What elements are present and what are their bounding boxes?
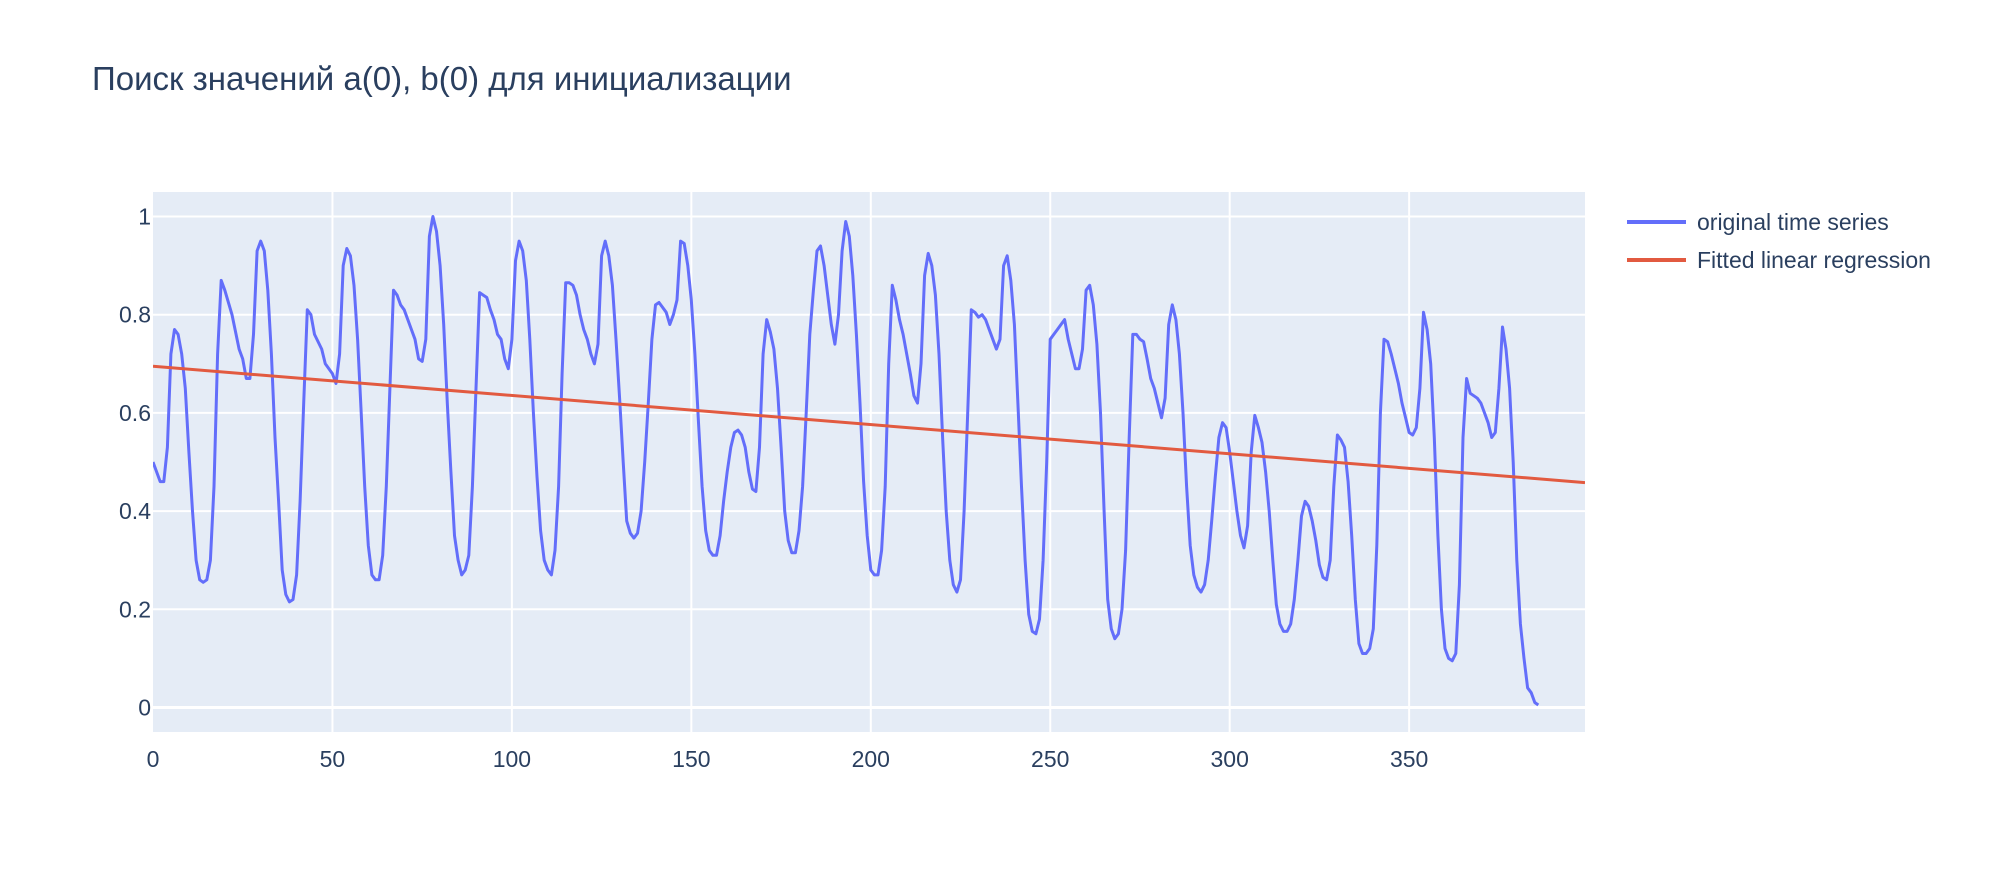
x-tick-label: 150 [672, 746, 710, 772]
y-tick-label: 0.6 [119, 400, 151, 426]
series-line-0 [153, 215, 1540, 707]
legend-label: original time series [1697, 209, 1889, 235]
legend-item-0[interactable]: original time series [1627, 209, 1889, 235]
x-tick-label: 100 [493, 746, 531, 772]
legend-label: Fitted linear regression [1697, 247, 1931, 273]
y-tick-label: 0 [138, 694, 151, 720]
x-tick-label: 200 [852, 746, 890, 772]
x-tick-label: 350 [1390, 746, 1428, 772]
plot-area [153, 192, 1585, 732]
x-tick-label: 50 [320, 746, 346, 772]
x-tick-label: 300 [1211, 746, 1249, 772]
x-tick-label: 250 [1031, 746, 1069, 772]
series-layer [153, 215, 1585, 707]
series-line-1 [153, 364, 1585, 485]
x-axis-ticks: 0 50 100 150 200 250 300 350 [147, 746, 1429, 772]
y-tick-label: 1 [138, 204, 151, 230]
y-tick-label: 0.4 [119, 498, 151, 524]
legend[interactable]: original time series Fitted linear regres… [1627, 209, 1931, 273]
y-axis-ticks: 0 0.2 0.4 0.6 0.8 1 [119, 204, 151, 721]
x-tick-label: 0 [147, 746, 160, 772]
y-tick-label: 0.8 [119, 302, 151, 328]
y-tick-label: 0.2 [119, 596, 151, 622]
chart-title: Поиск значений a(0), b(0) для инициализа… [92, 60, 792, 97]
legend-item-1[interactable]: Fitted linear regression [1627, 247, 1931, 273]
